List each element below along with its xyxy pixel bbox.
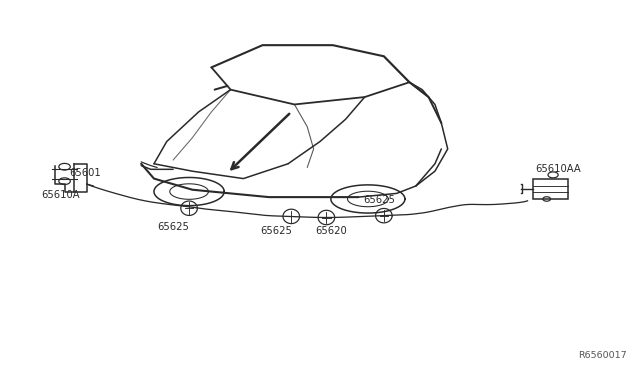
Text: 65625: 65625 xyxy=(364,195,396,205)
Text: 65620: 65620 xyxy=(316,226,348,236)
Text: 65610AA: 65610AA xyxy=(535,164,581,174)
Text: R6560017: R6560017 xyxy=(578,351,627,360)
Text: 65625: 65625 xyxy=(157,222,189,232)
Text: 65625: 65625 xyxy=(260,226,292,236)
Text: 65601: 65601 xyxy=(70,168,101,178)
Text: 65610A: 65610A xyxy=(41,190,79,200)
Bar xyxy=(532,179,568,199)
